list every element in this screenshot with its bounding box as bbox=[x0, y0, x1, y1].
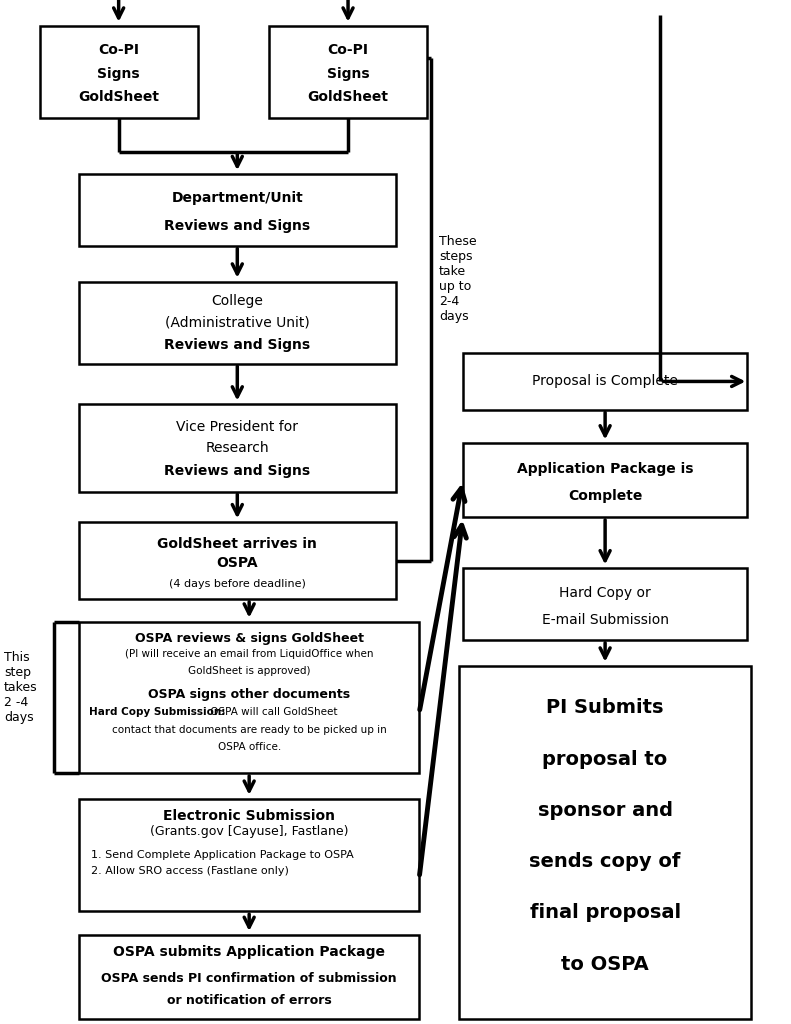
Text: OSPA will call GoldSheet: OSPA will call GoldSheet bbox=[207, 708, 338, 717]
FancyBboxPatch shape bbox=[79, 622, 419, 773]
Text: College: College bbox=[211, 294, 263, 308]
Text: sponsor and: sponsor and bbox=[538, 801, 672, 820]
Text: Proposal is Complete: Proposal is Complete bbox=[532, 375, 678, 388]
Text: to OSPA: to OSPA bbox=[562, 954, 649, 974]
FancyBboxPatch shape bbox=[79, 799, 419, 911]
FancyBboxPatch shape bbox=[79, 282, 396, 364]
Text: Reviews and Signs: Reviews and Signs bbox=[165, 464, 310, 477]
Text: Signs: Signs bbox=[97, 67, 140, 81]
Text: OSPA submits Application Package: OSPA submits Application Package bbox=[113, 945, 385, 958]
Text: GoldSheet is approved): GoldSheet is approved) bbox=[188, 667, 310, 677]
FancyBboxPatch shape bbox=[79, 935, 419, 1019]
Text: PI Submits: PI Submits bbox=[547, 698, 664, 718]
FancyBboxPatch shape bbox=[463, 443, 747, 517]
Text: Electronic Submission: Electronic Submission bbox=[163, 809, 335, 823]
Text: Application Package is: Application Package is bbox=[517, 462, 694, 476]
Text: (4 days before deadline): (4 days before deadline) bbox=[168, 579, 306, 589]
Text: This
step
takes
2 -4
days: This step takes 2 -4 days bbox=[4, 650, 38, 724]
Text: proposal to: proposal to bbox=[543, 750, 668, 769]
Text: Reviews and Signs: Reviews and Signs bbox=[165, 219, 310, 232]
Text: OSPA signs other documents: OSPA signs other documents bbox=[148, 688, 350, 701]
Text: or notification of errors: or notification of errors bbox=[167, 994, 331, 1007]
Text: contact that documents are ready to be picked up in: contact that documents are ready to be p… bbox=[112, 725, 387, 735]
FancyBboxPatch shape bbox=[79, 522, 396, 599]
Text: 2. Allow SRO access (Fastlane only): 2. Allow SRO access (Fastlane only) bbox=[91, 866, 289, 877]
FancyBboxPatch shape bbox=[459, 666, 751, 1019]
FancyBboxPatch shape bbox=[463, 568, 747, 640]
Text: E-mail Submission: E-mail Submission bbox=[542, 613, 668, 627]
Text: (PI will receive an email from LiquidOffice when: (PI will receive an email from LiquidOff… bbox=[125, 649, 373, 659]
Text: OSPA sends PI confirmation of submission: OSPA sends PI confirmation of submission bbox=[101, 972, 397, 985]
Text: Research: Research bbox=[206, 441, 269, 455]
Text: Complete: Complete bbox=[568, 489, 642, 504]
FancyBboxPatch shape bbox=[40, 26, 198, 118]
Text: Hard Copy Submission:: Hard Copy Submission: bbox=[89, 708, 225, 717]
Text: Co-PI: Co-PI bbox=[327, 43, 369, 57]
Text: GoldSheet: GoldSheet bbox=[308, 90, 388, 104]
Text: Signs: Signs bbox=[327, 67, 369, 81]
FancyBboxPatch shape bbox=[79, 404, 396, 492]
Text: OSPA office.: OSPA office. bbox=[218, 742, 281, 753]
Text: Co-PI: Co-PI bbox=[98, 43, 139, 57]
Text: These
steps
take
up to
2-4
days: These steps take up to 2-4 days bbox=[439, 234, 477, 323]
Text: (Grants.gov [Cayuse], Fastlane): (Grants.gov [Cayuse], Fastlane) bbox=[150, 825, 348, 839]
Text: (Administrative Unit): (Administrative Unit) bbox=[165, 315, 309, 330]
Text: Department/Unit: Department/Unit bbox=[172, 190, 303, 205]
Text: final proposal: final proposal bbox=[529, 903, 681, 923]
Text: GoldSheet arrives in: GoldSheet arrives in bbox=[157, 537, 317, 551]
Text: OSPA: OSPA bbox=[217, 556, 258, 570]
Text: OSPA reviews & signs GoldSheet: OSPA reviews & signs GoldSheet bbox=[134, 632, 364, 645]
Text: sends copy of: sends copy of bbox=[529, 852, 681, 871]
Text: Hard Copy or: Hard Copy or bbox=[559, 586, 651, 600]
Text: GoldSheet: GoldSheet bbox=[78, 90, 159, 104]
FancyBboxPatch shape bbox=[269, 26, 427, 118]
FancyBboxPatch shape bbox=[79, 174, 396, 246]
Text: Reviews and Signs: Reviews and Signs bbox=[165, 339, 310, 352]
FancyBboxPatch shape bbox=[463, 353, 747, 410]
Text: 1. Send Complete Application Package to OSPA: 1. Send Complete Application Package to … bbox=[91, 850, 354, 860]
Text: Vice President for: Vice President for bbox=[176, 420, 298, 434]
